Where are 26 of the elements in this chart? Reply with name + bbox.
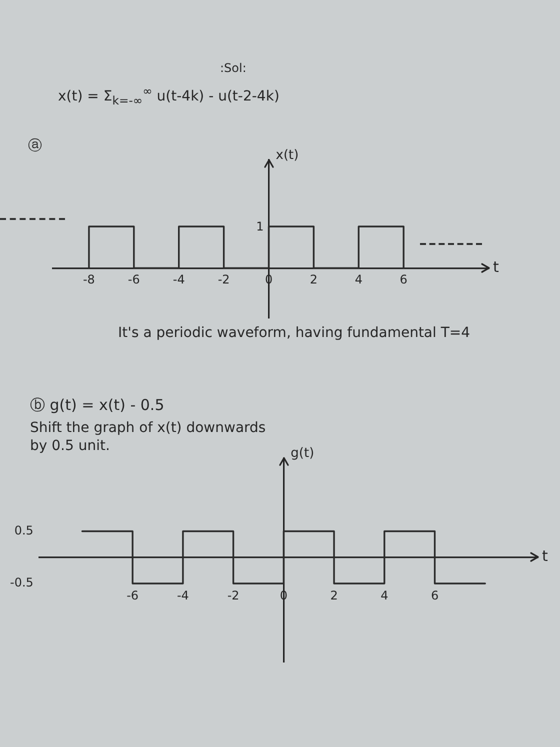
- x-axis-title: t: [493, 258, 499, 277]
- chart-subtitle: ⓐ: [28, 138, 42, 156]
- y-tick-label: -0.5: [10, 576, 34, 590]
- x-tick-label: 2: [330, 588, 338, 603]
- chart-title: ⓑ g(t) = x(t) - 0.5: [30, 396, 164, 415]
- annotation: 1: [256, 219, 264, 234]
- x-tick-label: 2: [310, 272, 318, 286]
- x-tick-label: -4: [172, 272, 185, 286]
- chart-title: x(t) = Σ$_{k=-∞}$$^{∞}$ u(t-4k) - u(t-2-4k): [58, 84, 280, 108]
- x-tick-label: -2: [218, 272, 230, 286]
- x-tick-label: -6: [126, 588, 139, 603]
- y-axis-title: g(t): [290, 446, 314, 462]
- chart-subtitle: Shift the graph of x(t) downwards by 0.5 unit.: [30, 420, 267, 455]
- y-tick-label: 0.5: [14, 523, 34, 538]
- text: It's a periodic waveform, having fundamental T=4: [118, 325, 470, 342]
- x-tick-label: -6: [128, 272, 140, 286]
- text: :Sol:: [220, 61, 246, 76]
- x-tick-label: 4: [354, 272, 362, 286]
- x-tick-label: 6: [400, 272, 408, 286]
- x-axis-title: t: [542, 547, 548, 566]
- x-tick-label: -4: [176, 588, 189, 603]
- x-tick-label: -2: [227, 588, 240, 603]
- x-tick-label: 4: [380, 588, 388, 603]
- x-tick-label: 6: [430, 588, 439, 603]
- x-tick-label: -8: [82, 272, 95, 286]
- y-axis-title: x(t): [276, 148, 299, 164]
